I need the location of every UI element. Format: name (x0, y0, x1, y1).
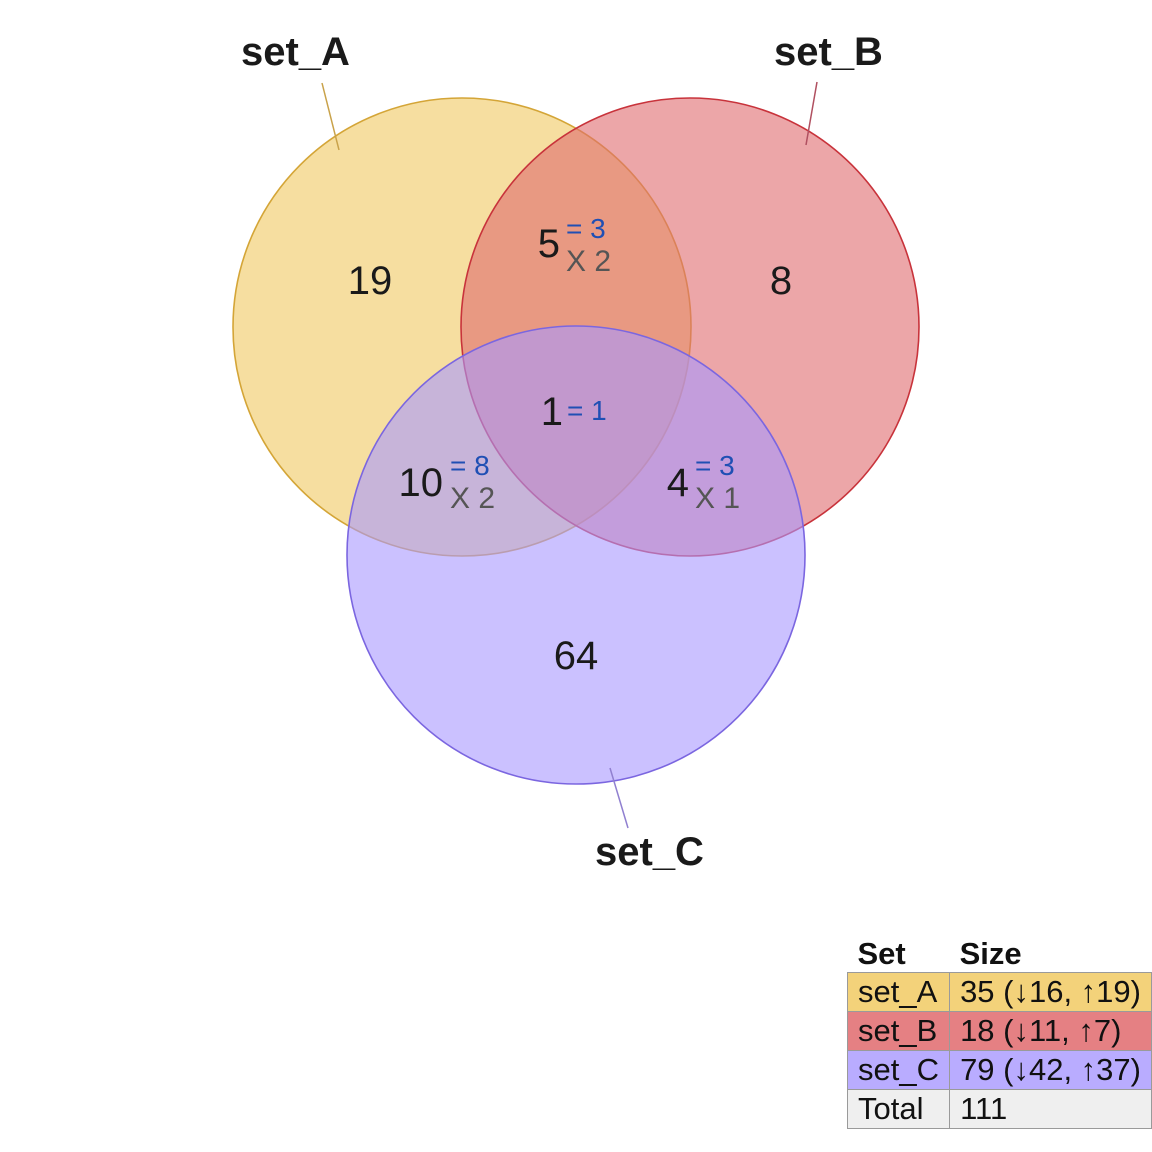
leader-line-set-b (805, 81, 818, 146)
table-cell-set: set_A (846, 972, 951, 1012)
leader-line-set-c (609, 767, 629, 829)
set-size-table: Set Size set_A 35 (↓16, ↑19) set_B 18 (↓… (846, 932, 1152, 1129)
count-c-only: 64 (554, 634, 599, 678)
count-a-only: 19 (348, 259, 393, 303)
eq-ac: = 8 (450, 450, 490, 481)
set-label-c: set_C (595, 830, 704, 874)
table-cell-size: 35 (↓16, ↑19) (949, 972, 1152, 1012)
table-header-row: Set Size (848, 932, 1152, 973)
table-row: Total 111 (846, 1089, 1152, 1129)
eq-bc: = 3 (695, 450, 735, 481)
venn-diagram: set_A set_B set_C 19 8 64 5 = 3 X 2 10 =… (232, 30, 920, 874)
table-cell-set: Total (846, 1089, 951, 1129)
count-bc: 4 (667, 461, 689, 505)
table-row: set_A 35 (↓16, ↑19) (846, 972, 1152, 1012)
table-row: set_B 18 (↓11, ↑7) (846, 1011, 1152, 1051)
dup-bc: X 1 (695, 482, 740, 515)
set-label-b: set_B (774, 30, 883, 74)
count-b-only: 8 (770, 259, 792, 303)
count-ab: 5 (538, 222, 560, 266)
dup-ac: X 2 (450, 482, 495, 515)
table-cell-set: set_B (846, 1011, 951, 1051)
count-ac: 10 (399, 461, 444, 505)
eq-abc: = 1 (567, 395, 607, 426)
count-abc: 1 (541, 390, 563, 434)
leader-line-set-a (321, 82, 340, 151)
eq-ab: = 3 (566, 213, 606, 244)
table-cell-size: 18 (↓11, ↑7) (949, 1011, 1152, 1051)
table-row: set_C 79 (↓42, ↑37) (846, 1050, 1152, 1090)
set-label-a: set_A (241, 30, 350, 74)
table-cell-size: 111 (949, 1089, 1152, 1129)
table-cell-size: 79 (↓42, ↑37) (949, 1050, 1152, 1090)
table-header-set: Set (857, 936, 906, 971)
table-cell-set: set_C (846, 1050, 951, 1090)
table-header-size: Size (959, 936, 1022, 971)
circle-set-c (346, 325, 806, 785)
dup-ab: X 2 (566, 245, 611, 278)
